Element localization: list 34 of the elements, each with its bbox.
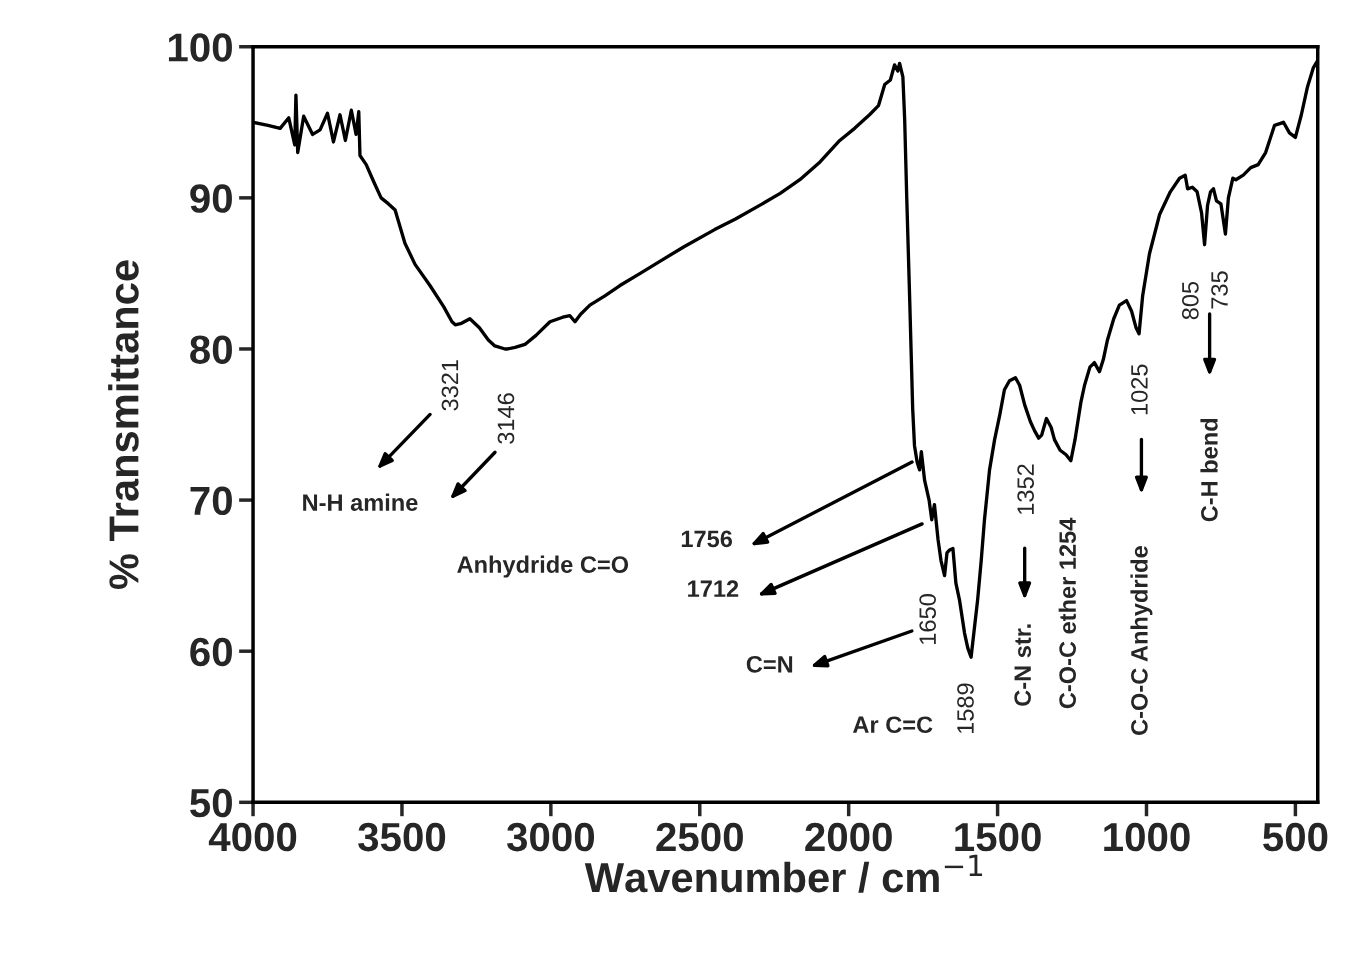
x-tick-label: 2500 (656, 822, 743, 852)
x-tick-label: 1500 (955, 822, 1041, 852)
y-tick-label: 50 (190, 788, 232, 818)
y-tick-label: 60 (190, 637, 232, 667)
annotation: 1756 (681, 530, 733, 548)
x-tick-label: 500 (1263, 822, 1328, 852)
annotation: 735 (1211, 271, 1228, 309)
x-tick-label: 4000 (208, 822, 297, 852)
x-tick-label: 2000 (805, 822, 892, 852)
annotation: 805 (1181, 281, 1199, 320)
x-tick-label: 3500 (358, 822, 446, 852)
annotation: 3146 (497, 393, 515, 444)
annotation: C-O-C ether 1254 (1058, 517, 1076, 709)
annotation: C=N (746, 655, 793, 673)
annotation: 3321 (441, 360, 459, 411)
annotation: 1712 (688, 580, 739, 597)
annotation: 1352 (1017, 464, 1034, 514)
annotation: 1025 (1131, 364, 1148, 415)
x-axis-title: Wavenumber / cm$^{−1}$ (584, 854, 983, 893)
y-axis-title: % Transmittance (108, 260, 139, 590)
annotation: C-O-C Anhydride (1130, 546, 1153, 735)
y-tick-label: 80 (190, 335, 232, 364)
annotation: Ar C=C (852, 716, 933, 734)
annotation: C-H bend (1200, 418, 1218, 522)
y-tick-label: 90 (190, 184, 232, 213)
annotation: 1650 (919, 594, 937, 644)
y-tick-label: 70 (190, 486, 232, 516)
x-tick-label: 3000 (506, 822, 595, 852)
annotation: Anhydride C=O (457, 555, 629, 578)
annotation: C-N str. (1014, 624, 1032, 706)
annotation: 1589 (957, 683, 974, 734)
annotation: N-H amine (303, 493, 418, 511)
x-tick-label: 1000 (1104, 822, 1190, 852)
y-tick-label: 100 (168, 33, 232, 62)
